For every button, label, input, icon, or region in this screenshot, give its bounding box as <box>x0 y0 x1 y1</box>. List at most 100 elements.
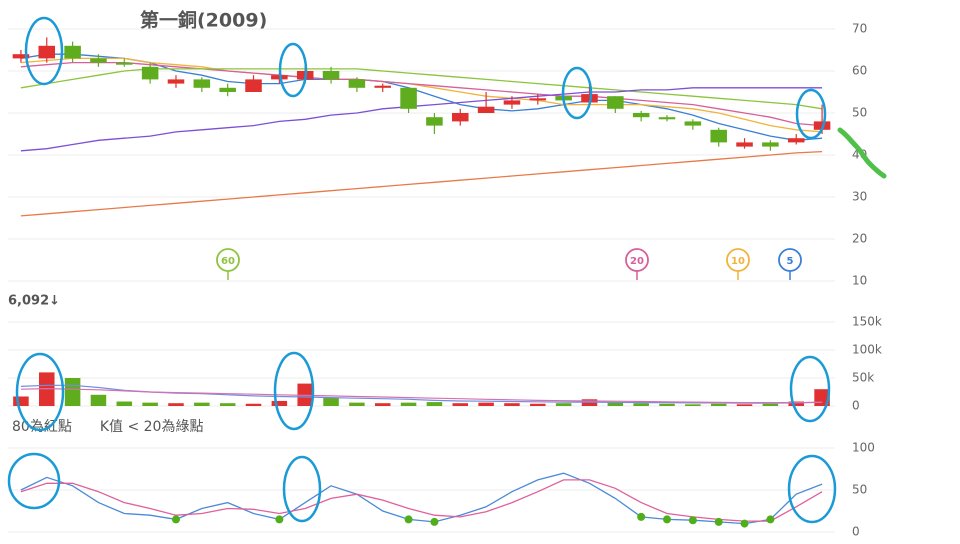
series-line <box>20 68 823 110</box>
highlight <box>278 42 308 98</box>
legend-label: 20 <box>630 256 644 267</box>
series-line <box>20 61 823 127</box>
series-line <box>20 150 823 217</box>
y-tick-label: 50 <box>852 106 867 120</box>
series-line <box>20 472 823 525</box>
kd-dot <box>637 512 646 521</box>
y-tick-label: 60 <box>852 64 867 78</box>
highlight <box>15 352 65 432</box>
candle-body <box>477 106 495 113</box>
volume-bar <box>659 403 675 406</box>
y-tick-label: 150k <box>852 315 882 329</box>
volume-bar <box>736 404 753 406</box>
kd-dot <box>275 515 284 524</box>
highlight <box>282 455 322 523</box>
candle-body <box>632 113 650 118</box>
candle-body <box>64 45 81 59</box>
kd-dot <box>740 519 749 528</box>
volume-bar <box>271 400 288 406</box>
volume-bar <box>426 402 443 406</box>
candle-body <box>38 45 56 59</box>
volume-annotation: 6,092↓ <box>8 294 60 309</box>
volume-bar <box>400 402 417 406</box>
series-line <box>20 387 823 404</box>
volume-bar <box>452 403 469 406</box>
legend-label: 10 <box>731 256 745 267</box>
series-line <box>20 479 823 522</box>
volume-bar <box>478 402 494 406</box>
candle-body <box>684 121 702 126</box>
candle-body <box>348 79 366 88</box>
candle-body <box>12 54 30 59</box>
series-line <box>20 53 823 141</box>
volume-bar <box>530 403 546 406</box>
series-line <box>20 57 823 133</box>
candle-body <box>529 98 547 101</box>
volume-bar <box>13 396 29 406</box>
volume-bar <box>788 401 804 406</box>
volume-bar <box>762 403 779 406</box>
kd-dot <box>430 517 439 526</box>
volume-bar <box>194 402 210 406</box>
volume-bar <box>710 403 727 406</box>
series-line <box>20 384 823 404</box>
candle-body <box>607 96 624 109</box>
volume-bar <box>90 394 107 406</box>
legend-badge <box>778 248 802 272</box>
kd-dot <box>766 515 775 524</box>
candle-body <box>90 58 107 63</box>
kd-dot <box>663 515 672 524</box>
candle-body <box>762 142 779 147</box>
y-tick-label: 50k <box>852 371 874 385</box>
kd-annotation: 80為紅點 K值 < 20為綠點 <box>12 419 203 435</box>
legend-badge <box>726 248 750 272</box>
candle-body <box>141 66 159 80</box>
candle-body <box>116 62 133 65</box>
candle-body <box>400 87 417 109</box>
highlight <box>561 66 593 120</box>
candle-body <box>736 142 753 147</box>
candle-body <box>451 113 469 122</box>
candle-body <box>245 79 262 92</box>
volume-bar <box>607 402 624 406</box>
legend-label: 60 <box>221 256 235 267</box>
volume-bar <box>685 404 701 406</box>
kd-dot <box>404 515 413 524</box>
volume-bar <box>555 403 572 406</box>
kd-dot <box>171 515 180 524</box>
candle-body <box>710 129 727 143</box>
trend-arrow <box>837 127 887 179</box>
candle-body <box>658 117 676 120</box>
candle-body <box>167 79 185 84</box>
legend-badge <box>216 248 240 272</box>
candle-body <box>426 117 443 126</box>
y-tick-label: 70 <box>852 22 867 36</box>
volume-bar <box>64 378 81 406</box>
candle-body <box>219 87 236 92</box>
candle-body <box>322 71 340 80</box>
y-tick-label: 50 <box>852 483 867 497</box>
volume-bar <box>323 397 339 406</box>
highlight <box>24 16 64 86</box>
volume-bar <box>219 403 236 406</box>
volume-bar <box>116 401 133 406</box>
y-tick-label: 30 <box>852 190 867 204</box>
y-tick-label: 100 <box>852 441 875 455</box>
y-tick-label: 0 <box>852 399 860 413</box>
legend-badge <box>625 248 649 272</box>
volume-bar <box>245 403 262 406</box>
y-tick-label: 10 <box>852 274 867 288</box>
y-tick-label: 0 <box>852 525 860 539</box>
y-tick-label: 100k <box>852 343 882 357</box>
series-line <box>20 87 823 152</box>
kd-dot <box>714 517 723 526</box>
highlight-ellipses <box>7 16 837 524</box>
volume-bar <box>349 402 365 406</box>
candle-body <box>193 79 211 88</box>
y-tick-label: 20 <box>852 232 867 246</box>
candle-body <box>374 85 392 88</box>
highlight <box>787 454 837 524</box>
candle-body <box>787 138 805 143</box>
highlight <box>789 355 831 423</box>
